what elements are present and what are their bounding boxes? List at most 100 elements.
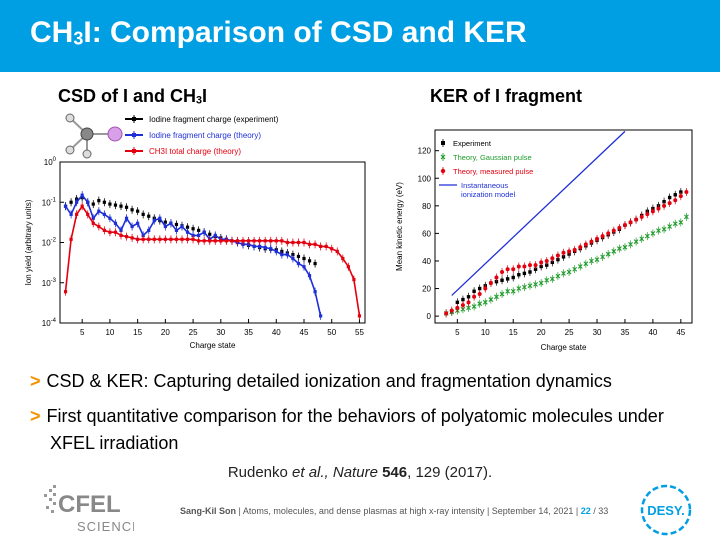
x-axis-label: Charge state [541,343,587,352]
data-point [152,219,156,223]
data-point [633,239,639,245]
data-point [516,264,521,269]
data-point [561,250,566,255]
data-point [628,242,633,247]
data-point [213,239,217,243]
y-tick-label: 20 [422,285,431,294]
data-point [505,277,510,281]
data-point [505,267,510,272]
data-point [119,228,123,232]
data-point [594,257,600,262]
x-tick-label: 20 [537,328,546,337]
legend-marker [441,141,445,145]
data-point [185,230,190,234]
data-point [499,291,505,297]
legend-label: Iodine fragment charge (experiment) [149,115,279,124]
data-point [296,261,301,266]
data-point [500,269,505,274]
data-point [163,224,167,229]
data-point [639,236,645,242]
data-point [455,305,460,310]
data-point [678,219,684,225]
data-point [661,226,667,232]
data-point [684,190,689,195]
data-point [124,235,129,239]
data-point [324,244,328,249]
x-tick-label: 25 [189,328,198,337]
data-point [191,227,195,231]
data-point [583,242,588,247]
legend-label: Experiment [453,139,492,148]
data-point [566,269,572,275]
legend-label: Theory, Gaussian pulse [453,153,532,162]
data-point [611,248,617,254]
data-point [91,216,95,220]
data-point [141,237,145,241]
slide-title: CH3I: Comparison of CSD and KER [30,16,527,49]
data-point [147,237,151,241]
data-point [91,202,95,206]
data-point [202,239,206,243]
legend-label: ionization model [461,190,516,199]
data-point [335,249,339,254]
x-tick-label: 40 [648,328,657,337]
data-point [577,264,583,269]
data-point [291,240,295,245]
series-line [451,130,626,296]
data-point [527,263,532,268]
data-point [583,261,589,267]
data-point [679,190,683,194]
data-point [224,239,228,243]
ker-chart: 5 10 15 20 25 30 35 40 45 0 20 40 60 80 100 120 Charge s… [395,129,693,352]
data-point [644,233,650,239]
data-point [466,295,471,299]
data-point [522,264,527,269]
legend-label: Theory, measured pulse [453,167,533,176]
data-point [185,225,190,229]
data-point [113,221,118,225]
data-point [678,194,683,199]
y-tick-label: 80 [422,202,431,211]
data-point [302,256,306,261]
data-point [285,253,289,257]
data-point [291,256,295,261]
data-point [97,209,101,213]
data-point [600,254,605,260]
data-point [667,224,673,229]
data-point [235,239,240,243]
data-point [477,292,482,297]
data-point [208,232,212,236]
data-point [352,277,356,282]
left-panel-title: CSD of I and CH3I [58,86,208,107]
data-point [572,266,578,272]
data-point [180,237,184,241]
y-tick-label: 10-1 [42,197,57,207]
data-point [158,216,162,220]
legend-marker [440,168,446,174]
data-point [522,284,527,290]
legend-label: Instantaneous [461,181,508,190]
data-point [97,224,101,229]
data-point [124,205,129,209]
data-point [185,237,190,241]
data-point [102,212,106,216]
data-point [258,239,262,243]
ch3i-molecule-icon [65,113,123,159]
x-tick-label: 40 [272,328,281,337]
data-point [141,212,145,216]
data-point [494,275,499,280]
x-tick-label: 15 [133,328,142,337]
data-point [595,236,600,241]
data-point [269,239,273,243]
data-point [130,236,134,240]
data-point [667,195,672,200]
data-point [477,286,482,291]
x-axis-label: Charge state [190,341,236,350]
x-tick-label: 50 [327,328,336,337]
x-tick-label: 5 [80,328,85,337]
data-point [319,314,323,318]
plot-frame [59,161,366,324]
plot-frame [434,129,693,324]
legend-marker [132,133,136,137]
data-point [544,277,550,283]
